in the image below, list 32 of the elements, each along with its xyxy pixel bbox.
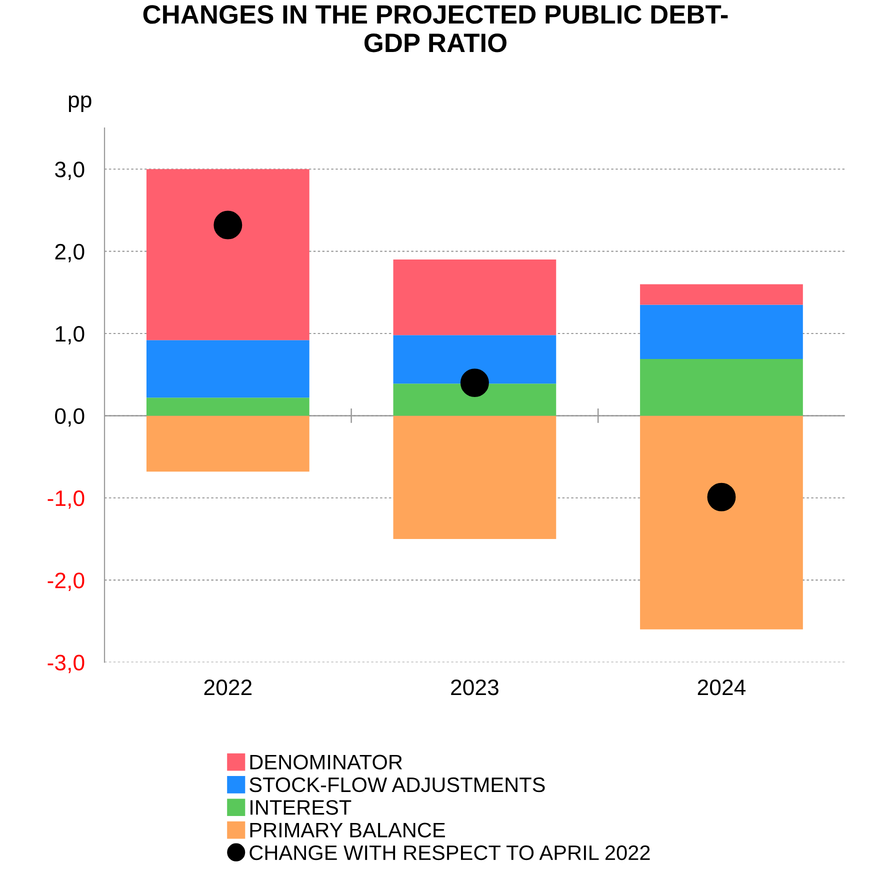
x-tick-label: 2022 <box>204 680 252 696</box>
bar <box>640 416 803 630</box>
bar <box>393 260 556 336</box>
y-tick-label: 0,0 <box>55 408 84 427</box>
point <box>214 210 242 240</box>
legend-label: INTEREST <box>250 800 352 815</box>
bar <box>146 169 310 340</box>
y-axis-title: pp <box>68 95 92 112</box>
y-tick-label: 3,0 <box>55 162 84 180</box>
y-tick-label: 1,0 <box>56 326 84 344</box>
bar <box>146 398 310 416</box>
y-tick-label: -3,0 <box>48 654 84 674</box>
y-tick-label: 2,0 <box>55 244 84 262</box>
bar <box>640 358 803 416</box>
bar <box>146 340 310 398</box>
y-tick-label: -2,0 <box>48 572 84 591</box>
y-tick-label: -1,0 <box>48 490 84 509</box>
legend-label: DENOMINATOR <box>250 754 402 770</box>
bar <box>146 416 310 472</box>
legend-label: PRIMARY BALANCE <box>250 822 445 838</box>
point <box>707 482 736 512</box>
bar <box>393 416 556 539</box>
bar <box>393 384 556 416</box>
x-tick-label: 2024 <box>698 680 746 696</box>
bar <box>640 284 803 305</box>
legend-label: STOCK-FLOW ADJUSTMENTS <box>250 777 545 792</box>
x-tick-label: 2023 <box>451 680 498 696</box>
bar <box>640 304 803 359</box>
point <box>460 368 489 398</box>
legend-label: CHANGE WITH RESPECT TO APRIL 2022 <box>250 845 650 860</box>
chart-title: CHANGES IN THE PROJECTED PUBLIC DEBT- GDP RATIO <box>143 5 728 52</box>
bar <box>393 335 556 384</box>
